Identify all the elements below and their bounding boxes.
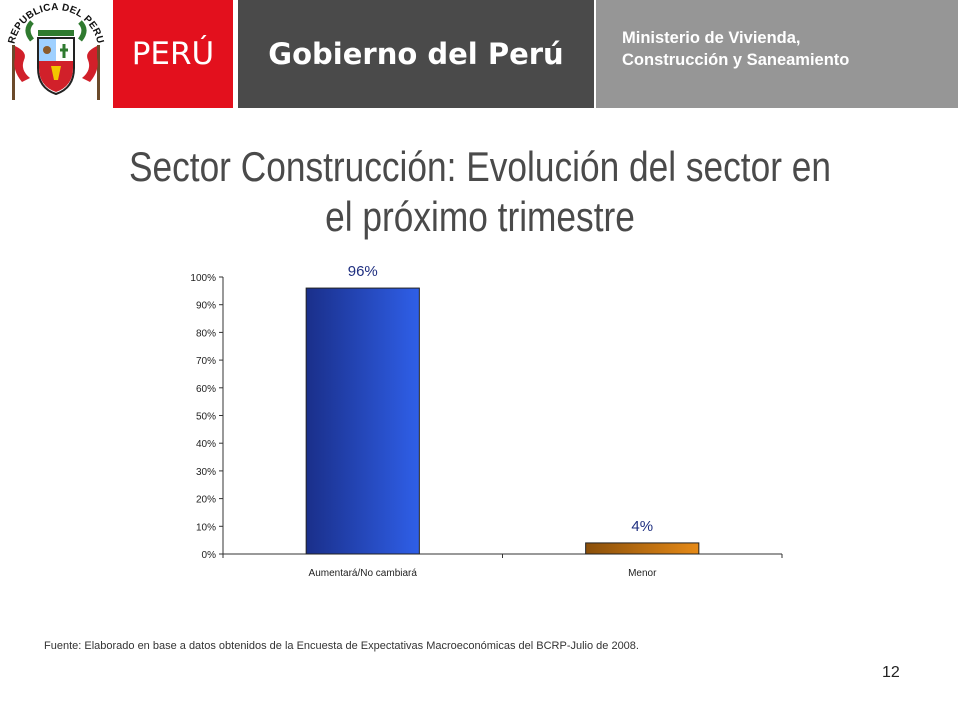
source-note: Fuente: Elaborado en base a datos obteni… [44,640,639,652]
brand-peru: PERÚ [113,0,233,108]
ministry-line-2: Construcción y Saneamiento [622,51,850,69]
slide-title-line-1: Sector Construcción: Evolución del secto… [128,143,832,190]
header: REPUBLICA DEL PERU PERÚ Gobierno del Per… [0,0,960,110]
bar-chart: 0% 10% 20% 30% 40% 50% 60% 70% 80% 90% 100% 96% Aume… [190,263,783,579]
y-tick-label: 80% [196,328,216,339]
bar-2 [585,542,700,555]
coat-of-arms-icon: REPUBLICA DEL PERU [7,2,105,100]
government-label: Gobierno del Perú [238,0,594,108]
bar-1 [305,287,420,555]
y-tick-label: 40% [196,439,216,450]
ministry-line-1: Ministerio de Vivienda, [622,29,801,47]
y-tick-label: 70% [196,356,216,367]
y-tick-label: 90% [196,301,216,312]
data-label: 96% [348,263,378,280]
y-tick-label: 20% [196,495,216,506]
slide-title: Sector Construcción: Evolución del secto… [110,142,849,242]
coat-of-arms: REPUBLICA DEL PERU [0,0,112,110]
y-tick-label: 50% [196,412,216,423]
x-tick-label: Menor [628,568,657,579]
ministry-box: Ministerio de Vivienda, Construcción y S… [596,0,958,108]
y-tick-label: 30% [196,467,216,478]
data-label: 4% [631,518,653,535]
y-tick-label: 60% [196,384,216,395]
slide-title-line-2: el próximo trimestre [325,193,635,240]
y-tick-label: 0% [202,550,217,561]
page-number: 12 [882,664,900,681]
y-tick-label: 100% [190,273,216,284]
x-tick-label: Aumentará/No cambiará [309,568,418,579]
y-tick-label: 10% [196,522,216,533]
